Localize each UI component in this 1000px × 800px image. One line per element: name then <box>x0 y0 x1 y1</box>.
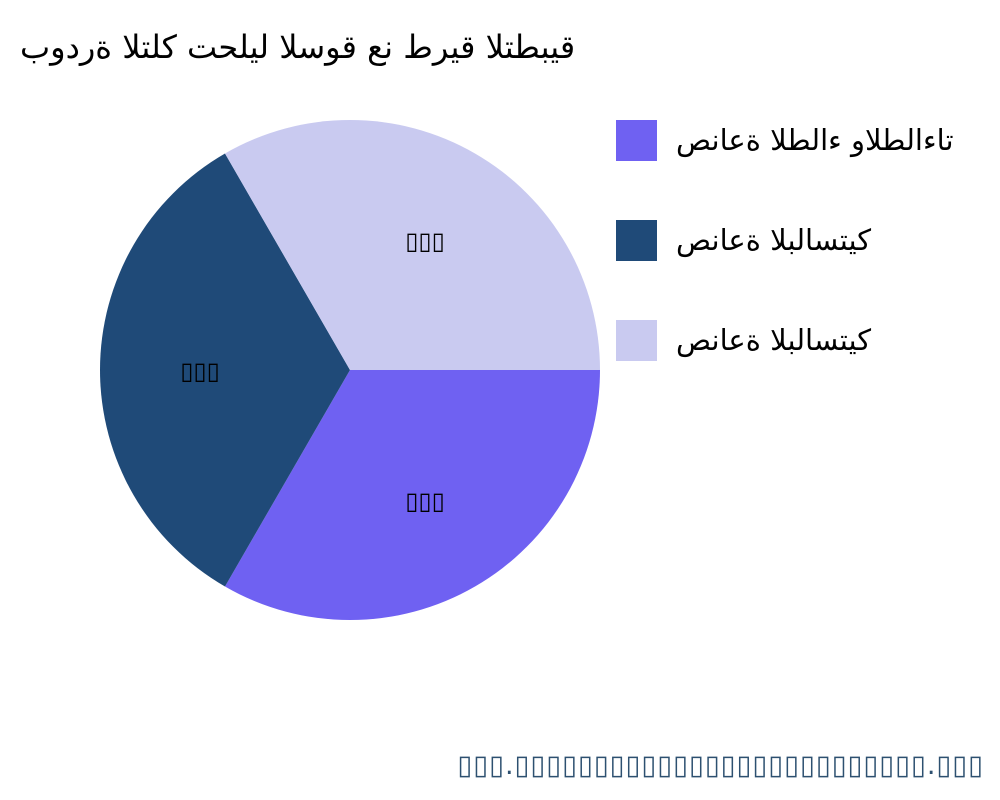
legend-swatch <box>616 319 657 361</box>
pie-slice <box>225 119 600 370</box>
legend-label: صناعة البلاستيك <box>676 323 872 357</box>
slice-label: ▯▯▯ <box>180 357 220 385</box>
chart-title: بودرة التلك تحليل السوق عن طريق التطبيق <box>20 28 576 66</box>
slice-label: ▯▯▯ <box>405 487 445 515</box>
legend-item: صناعة البلاستيك <box>616 319 872 361</box>
legend-label: صناعة الطلاء والطلاءات <box>676 123 954 157</box>
pie-slice <box>225 370 600 620</box>
legend-item: صناعة البلاستيك <box>616 219 872 261</box>
footer-source: ▯▯▯.▯▯▯▯▯▯▯▯▯▯▯▯▯▯▯▯▯▯▯▯▯▯▯▯▯▯.▯▯▯ <box>457 750 984 781</box>
legend-label: صناعة البلاستيك <box>676 223 872 257</box>
legend-swatch <box>616 119 657 161</box>
slice-label: ▯▯▯ <box>405 227 445 255</box>
legend-item: صناعة الطلاء والطلاءات <box>616 119 954 161</box>
legend-swatch <box>616 219 657 261</box>
